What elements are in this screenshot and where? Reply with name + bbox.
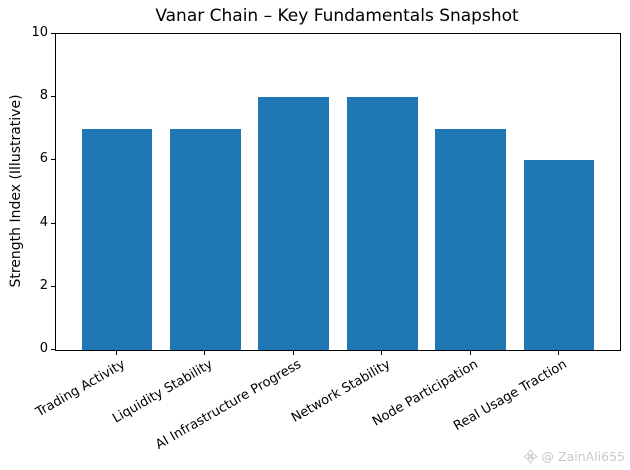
bar [435,128,506,350]
y-tick-mark [51,349,55,350]
y-tick-label: 8 [39,88,48,104]
y-tick-mark [51,285,55,287]
y-tick-mark [51,96,55,98]
bar [170,128,241,350]
y-axis-label: Strength Index (Illustrative) [8,94,24,288]
y-tick-label: 0 [39,341,48,356]
x-tick-mark [381,351,383,355]
y-tick-label: 4 [39,214,48,230]
x-tick-mark [204,351,206,355]
bar [258,97,330,350]
bar [81,128,153,350]
bar [523,160,595,350]
y-tick-label: 2 [39,277,48,293]
y-tick-mark [51,33,55,34]
bar [346,97,418,350]
chart-title: Vanar Chain – Key Fundamentals Snapshot [155,6,519,26]
x-tick-mark [115,351,117,355]
watermark: @ ZainAli655 [522,449,625,464]
x-tick-mark [558,351,559,355]
y-tick-label: 6 [39,151,48,167]
sparkle-diamond-icon [522,449,538,464]
y-tick-mark [51,159,55,161]
y-tick-label: 10 [31,25,48,40]
y-tick-mark [51,222,55,224]
x-tick-mark [469,351,471,355]
watermark-text: @ ZainAli655 [541,449,625,464]
plot-area [55,33,621,351]
x-tick-mark [292,351,294,355]
